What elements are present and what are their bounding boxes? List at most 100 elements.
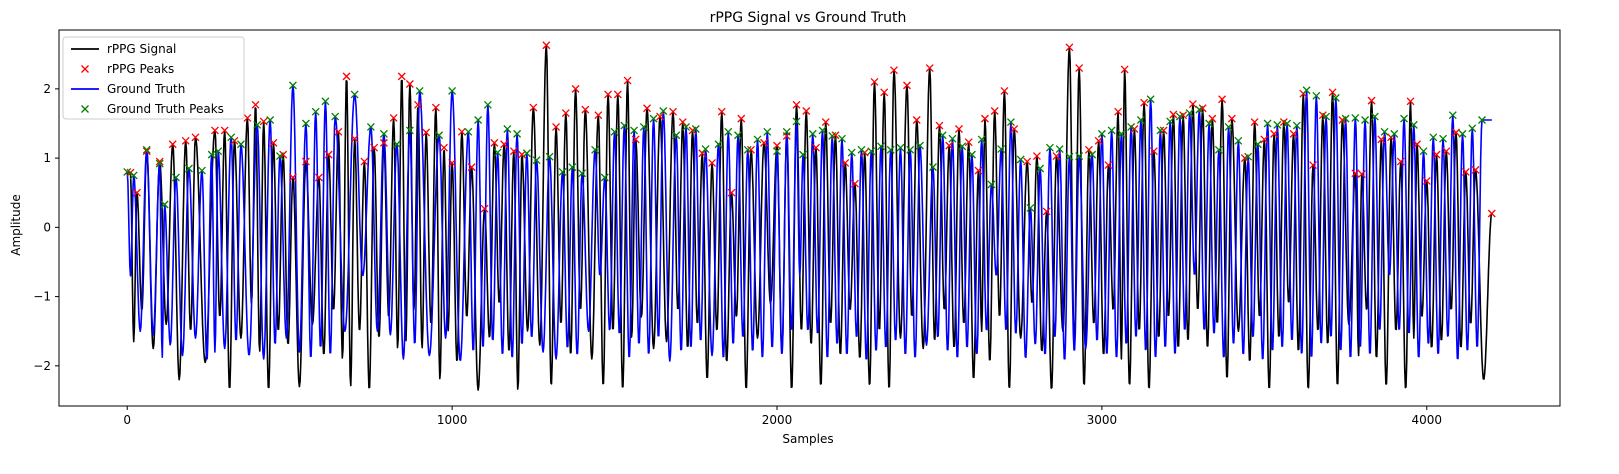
rppg-peak-marker [243,113,252,122]
x-tick-label: 1000 [437,413,468,427]
rppg-peak-marker [1159,126,1168,135]
rppg-peak-marker [155,157,164,166]
ground-truth-peak-marker-stroke [464,127,473,136]
rppg-peak-marker-stroke [1169,110,1178,119]
rppg-peak-marker [379,138,388,147]
ground-truth-peak-marker [1302,86,1311,95]
ground-truth-peak-marker [867,147,876,156]
ground-truth-peak-marker [1390,129,1399,138]
ground-truth-peak-marker [1400,114,1409,123]
ground-truth-peak-marker-stroke [1075,152,1084,160]
ground-truth-peak-marker [123,167,132,176]
ground-truth-peak-marker [1409,120,1418,129]
rppg-peak-marker-stroke [1032,152,1041,160]
rppg-peak-marker-stroke [490,138,499,147]
rppg-peak-marker [259,117,268,126]
rppg-peak-marker [1188,100,1197,109]
ground-truth-peak-marker [1185,109,1194,118]
rppg-peak-marker-stroke [1042,207,1051,216]
x-axis-label: Samples [782,432,833,446]
ground-truth-peak-marker [1263,119,1272,128]
rppg-peak-marker [414,100,422,109]
x-tick-label: 0 [123,413,131,427]
rppg-peak-marker-stroke [243,113,252,122]
ground-truth-peak-marker [253,120,262,129]
ground-truth-peak-marker [311,107,320,116]
rppg-peak-marker-stroke [1413,140,1422,149]
rppg-peak-marker-stroke [1471,165,1480,174]
rppg-peak-marker [760,138,768,147]
ground-truth-peak-marker [379,129,388,138]
ground-truth-peak-marker-stroke [672,131,681,140]
rppg-peak-marker [812,143,820,152]
ground-truth-peak-marker [977,135,986,144]
rppg-peak-marker [1042,207,1051,216]
rppg-peak-marker [360,157,369,166]
rppg-peak-marker-stroke [613,90,622,99]
ground-truth-peak-marker [522,149,531,158]
ground-truth-peak-marker [1341,114,1350,123]
ground-truth-peak-marker-stroke [311,107,320,116]
legend-marker-swatch [81,65,89,73]
ground-truth-peak-marker [1458,129,1467,138]
ground-truth-peak-marker-stroke [568,163,577,172]
ground-truth-peak-marker [435,131,444,140]
ground-truth-peak-marker [266,116,275,124]
ground-truth-peak-marker-stroke [818,126,827,135]
ground-truth-peak-marker [1006,118,1015,127]
rppg-peak-marker [851,179,859,188]
ground-truth-peak-marker [214,147,223,156]
rppg-peak-marker [431,103,440,112]
ground-truth-peak-marker-stroke [948,134,957,143]
rppg-peak-marker [518,150,526,159]
rppg-peak-marker-stroke [935,121,944,130]
rppg-peak-marker-stroke [334,127,343,136]
rppg-peak-marker [350,134,359,143]
y-tick-label: −1 [33,290,51,304]
ground-truth-peak-marker [649,114,658,123]
rppg-peak-marker [656,112,665,121]
ground-truth-peak-marker-stroke [1273,120,1282,129]
ground-truth-peak-marker [743,145,752,154]
rppg-peak-marker [370,143,379,152]
rppg-peak-marker-stroke [397,72,406,81]
rppg-peak-marker [542,41,551,50]
ground-truth-peak-marker-stroke [1380,127,1389,136]
ground-truth-peak-marker-stroke [1185,109,1194,118]
ground-truth-peak-marker [184,164,193,173]
rppg-peak-marker-stroke [440,143,448,152]
rppg-peak-marker-stroke [1461,167,1470,176]
rppg-peak-marker-stroke [301,157,310,166]
rppg-peak-marker [708,158,716,167]
ground-truth-peak-marker [701,145,710,154]
rppg-peak-marker-stroke [1377,135,1386,144]
rppg-peak-marker [1442,147,1451,156]
ground-truth-peak-marker [916,141,924,150]
rppg-peak-marker [1406,97,1415,106]
ground-truth-peak-marker [714,140,723,149]
ground-truth-peak-marker-stroke [724,127,733,136]
rppg-peak-marker [802,107,811,115]
ground-truth-peak-marker-stroke [1127,122,1136,131]
ground-truth-peak-marker [1075,152,1084,160]
rppg-peak-marker [990,107,999,115]
rppg-peak-marker [880,88,889,97]
rppg-peak-marker [251,100,260,109]
ground-truth-peak-marker-stroke [545,152,554,161]
rppg-peak-marker-stroke [631,135,640,144]
y-tick-label: 0 [43,220,51,234]
ground-truth-peak-marker-stroke [1088,150,1097,159]
rppg-peak-marker-stroke [1094,136,1103,145]
rppg-peak-marker-stroke [448,158,457,167]
ground-truth-peak-marker-stroke [896,143,905,152]
rppg-peak-marker [1250,118,1259,127]
rppg-peak-marker-stroke [360,157,369,166]
rppg-peak-marker-stroke [1270,129,1279,138]
rppg-peak-marker [1260,135,1269,144]
rppg-peak-marker [974,166,983,175]
rppg-peak-marker [747,145,755,154]
rppg-peak-marker-stroke [903,81,911,90]
ground-truth-peak-marker-stroke [1055,145,1064,154]
rppg-peak-marker [480,204,489,213]
ground-truth-peak-marker-stroke [435,131,444,140]
